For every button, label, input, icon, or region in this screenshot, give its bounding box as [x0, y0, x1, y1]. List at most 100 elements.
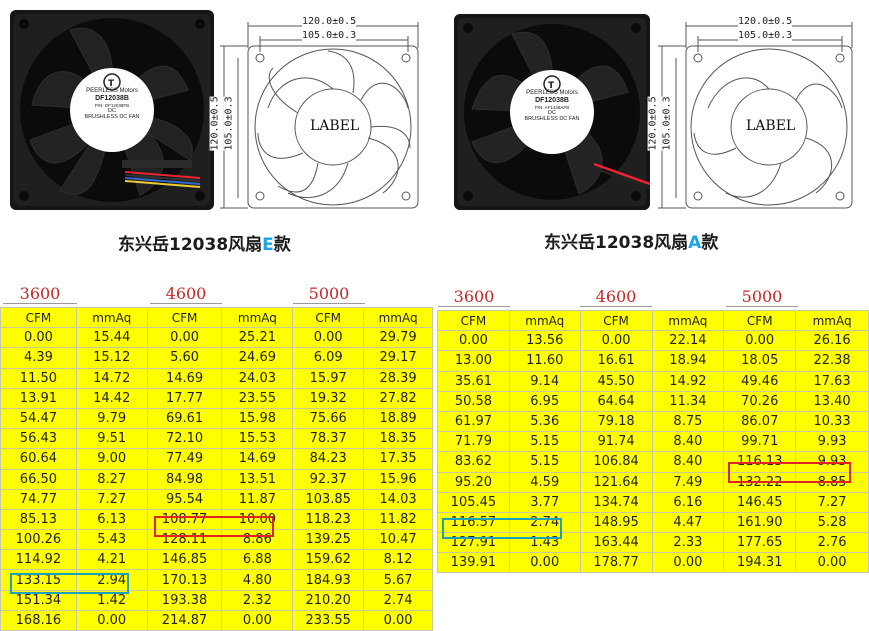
table-a-cell: 86.07: [723, 410, 797, 433]
fan-e-dim-inner-w: 105.0±0.3: [302, 30, 357, 41]
table-e-cell: 85.13: [0, 508, 77, 531]
table-e-cell: 168.16: [0, 609, 77, 631]
caption-a: 东兴岳12038风扇A款: [544, 228, 718, 253]
table-e-cell: 11.50: [0, 367, 77, 389]
table-e-cell: 15.12: [75, 347, 148, 369]
table-e-row: 0.00 15.44 0.00 25.21 0.00 29.79: [0, 327, 433, 349]
table-e-cell: 114.92: [0, 549, 77, 571]
table-e-cell: 108.77: [146, 508, 223, 531]
fan-e-illustration: T: [10, 10, 214, 210]
table-e-header-cell: mmAq: [75, 306, 148, 329]
table-e-cell: 210.20: [292, 589, 365, 611]
table-a-cell: 99.71: [723, 431, 797, 453]
table-a-cell: 194.31: [723, 552, 797, 574]
table-e-cell: 11.82: [363, 508, 433, 531]
table-e-cell: 139.25: [292, 529, 365, 551]
table-a-header-row: CFM mmAq CFM mmAq CFM mmAq: [437, 309, 869, 332]
table-e-cell: 1.42: [75, 589, 148, 611]
table-e-row: 168.16 0.00 214.87 0.00 233.55 0.00: [0, 609, 433, 631]
table-a-cell: 64.64: [579, 390, 653, 412]
table-a-cell: 0.00: [437, 330, 510, 352]
table-a-cell: 5.15: [508, 451, 581, 473]
fan-e-pn: P/N: DF12038FB: [94, 102, 130, 108]
table-e-row: 100.26 5.43 128.11 8.86 139.25 10.47: [0, 529, 433, 551]
table-a-cell: 49.46: [723, 370, 797, 392]
table-e-cell: 15.96: [363, 468, 433, 490]
table-e-cell: 233.55: [292, 609, 365, 631]
fan-a-l1: DC: [548, 110, 556, 117]
table-e-row: 4.39 15.12 5.60 24.69 6.09 29.17: [0, 347, 433, 369]
svg-text:T: T: [548, 81, 555, 91]
table-a-row: 116.57 2.74 148.95 4.47 161.90 5.28: [437, 511, 869, 534]
svg-text:T: T: [108, 79, 115, 89]
table-e-cell: 15.98: [221, 407, 294, 430]
table-e-cell: 100.26: [0, 529, 77, 551]
fan-e-dim-outer-w: 120.0±0.5: [302, 16, 357, 27]
table-a-cell: 4.59: [508, 471, 581, 493]
table-a-cell: 5.28: [795, 511, 869, 534]
table-a-cell: 106.84: [579, 451, 653, 473]
table-a-cell: 8.40: [651, 451, 725, 473]
table-a-cell: 127.91: [437, 532, 510, 554]
table-e-row: 13.91 14.42 17.77 23.55 19.32 27.82: [0, 387, 433, 409]
table-e-cell: 18.89: [363, 407, 433, 430]
table-e-cell: 60.64: [0, 448, 77, 470]
fan-a-dim-inner-h: 105.0±0.3: [661, 96, 673, 151]
table-a-cell: 0.00: [651, 552, 725, 574]
table-e-cell: 66.50: [0, 468, 77, 490]
table-a-cell: 177.65: [723, 532, 797, 554]
table-e-cell: 77.49: [146, 448, 223, 470]
caption-a-suffix: 款: [701, 233, 719, 253]
fan-a-photo: T PEERLESS Motors DF12038B P/N: AF1438AF…: [454, 14, 650, 210]
table-e-header-cell: CFM: [292, 306, 365, 329]
table-a-cell: 7.27: [795, 491, 869, 513]
table-a-rpm-3600: 3600: [438, 287, 510, 307]
table-e-cell: 6.88: [221, 549, 294, 571]
table-a-row: 95.20 4.59 121.64 7.49 132.22 8.85: [437, 471, 869, 493]
table-e-cell: 27.82: [363, 387, 433, 409]
table-a-cell: 9.93: [795, 451, 869, 473]
table-e-cell: 15.53: [221, 428, 294, 450]
table-a-cell: 26.16: [795, 330, 869, 352]
table-a-cell: 45.50: [579, 370, 653, 392]
table-e-row: 11.50 14.72 14.69 24.03 15.97 28.39: [0, 367, 433, 389]
table-e-cell: 14.69: [221, 448, 294, 470]
table-e-cell: 184.93: [292, 569, 365, 591]
table-a-cell: 105.45: [437, 491, 510, 513]
table-e-cell: 69.61: [146, 407, 223, 430]
table-e: CFM mmAq CFM mmAq CFM mmAq 0.00 15.44 0.00 25.21 0…: [0, 306, 433, 631]
table-a-cell: 5.15: [508, 431, 581, 453]
table-a-cell: 2.76: [795, 532, 869, 554]
table-e-cell: 10.00: [221, 508, 294, 531]
table-e-row: 114.92 4.21 146.85 6.88 159.62 8.12: [0, 549, 433, 571]
fan-e-dim-inner-h: 105.0±0.3: [223, 96, 235, 151]
fan-a-model: DF12038B: [535, 96, 569, 104]
caption-a-letter: A: [688, 233, 702, 253]
fan-e-l1: DC: [108, 108, 116, 115]
table-e-cell: 2.32: [221, 589, 294, 611]
table-a-rpm-5000: 5000: [726, 287, 798, 307]
table-a-row: 61.97 5.36 79.18 8.75 86.07 10.33: [437, 410, 869, 433]
table-e-cell: 14.69: [146, 367, 223, 389]
table-e-cell: 4.39: [0, 347, 77, 369]
table-e-cell: 92.37: [292, 468, 365, 490]
fan-e-drawing: 120.0±0.5 105.0±0.3 120.0±0.5 105.0±0.3 …: [209, 8, 432, 214]
table-a-cell: 35.61: [437, 370, 510, 392]
table-a-cell: 3.77: [508, 491, 581, 513]
fan-e-model: DF12038B: [95, 94, 129, 102]
table-e-cell: 11.87: [221, 488, 294, 510]
table-a-cell: 8.40: [651, 431, 725, 453]
table-a-row: 50.58 6.95 64.64 11.34 70.26 13.40: [437, 390, 869, 412]
table-e-cell: 151.34: [0, 589, 77, 611]
table-a-row: 35.61 9.14 45.50 14.92 49.46 17.63: [437, 370, 869, 392]
table-e-row: 66.50 8.27 84.98 13.51 92.37 15.96: [0, 468, 433, 490]
table-a-cell: 9.14: [508, 370, 581, 392]
table-e-cell: 19.32: [292, 387, 365, 409]
table-e-cell: 15.44: [75, 327, 148, 349]
table-e-cell: 4.80: [221, 569, 294, 591]
fan-a-brand: PEERLESS Motors: [526, 90, 578, 96]
table-a-row: 71.79 5.15 91.74 8.40 99.71 9.93: [437, 431, 869, 453]
table-e-cell: 54.47: [0, 407, 77, 430]
table-a-cell: 17.63: [795, 370, 869, 392]
table-a-cell: 6.16: [651, 491, 725, 513]
